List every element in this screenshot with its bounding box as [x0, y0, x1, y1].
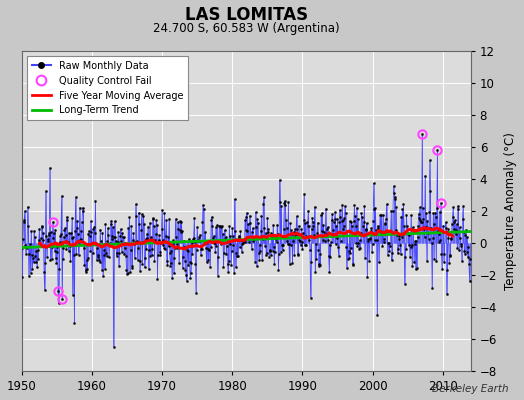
Text: LAS LOMITAS: LAS LOMITAS — [184, 6, 308, 24]
Text: Berkeley Earth: Berkeley Earth — [432, 384, 508, 394]
Title: 24.700 S, 60.583 W (Argentina): 24.700 S, 60.583 W (Argentina) — [153, 22, 340, 35]
Y-axis label: Temperature Anomaly (°C): Temperature Anomaly (°C) — [504, 132, 517, 290]
Legend: Raw Monthly Data, Quality Control Fail, Five Year Moving Average, Long-Term Tren: Raw Monthly Data, Quality Control Fail, … — [27, 56, 188, 120]
